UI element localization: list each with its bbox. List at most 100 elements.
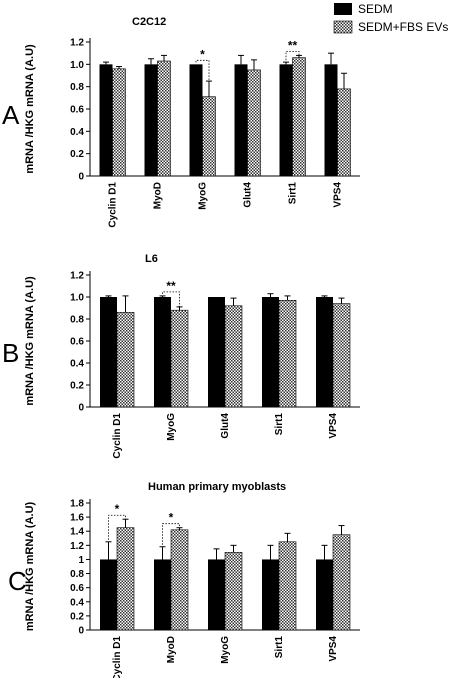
y-tick-label: 0.6	[70, 105, 84, 116]
y-tick-label: 0.6	[70, 337, 84, 348]
y-tick-label: 0	[78, 403, 84, 414]
panel-label: B	[2, 338, 19, 368]
y-axis-label: mRNA /HKG mRNA (A.U)	[24, 276, 36, 406]
significance-bracket-myod	[162, 523, 180, 545]
x-tick-label-glut4: Glut4	[243, 182, 254, 208]
chart-title: L6	[145, 253, 158, 265]
y-tick-label: 0.2	[70, 611, 84, 622]
bar-sedm-myod	[154, 559, 171, 630]
x-tick-label-myog: MyoG	[166, 413, 177, 441]
legend-label-sedm: SEDM	[358, 2, 393, 16]
bar-sedm-cyclin-d1	[100, 559, 117, 630]
chart-panel-a: A C2C12 mRNA /HKG mRNA (A.U) 0 0.2 0.4 0.6 0.8 1…	[2, 16, 360, 228]
x-tick-label-cyclin-d1: Cyclin D1	[108, 182, 119, 228]
y-tick-label: 1.8	[70, 499, 84, 510]
x-tick-label-cyclin-d1: Cyclin D1	[112, 413, 123, 459]
legend: SEDM SEDM+FBS EVs	[333, 2, 448, 34]
bar-sedm-fbs-evs-myog	[224, 552, 243, 631]
bar-sedm-glut4	[234, 64, 248, 176]
y-tick-label: 0.4	[70, 127, 84, 138]
legend-label-sedm-fbs-evs: SEDM+FBS EVs	[358, 20, 448, 34]
panel-label: A	[2, 100, 20, 130]
significance-marker-sirt1: **	[288, 38, 298, 52]
legend-swatch-sedm	[334, 3, 352, 15]
bar-sedm-vps4	[316, 559, 333, 630]
x-tick-label-sirt1: Sirt1	[274, 413, 285, 436]
bar-sedm-myog	[154, 297, 171, 407]
y-tick-label: 0	[78, 626, 84, 637]
chart-title: Human primary myoblasts	[148, 481, 286, 493]
bar-sedm-fbs-evs-myod	[157, 60, 171, 177]
panels: A C2C12 mRNA /HKG mRNA (A.U) 0 0.2 0.4 0.6 0.8 1…	[2, 16, 360, 678]
x-tick-label-cyclin-d1: Cyclin D1	[112, 636, 123, 678]
bar-sedm-fbs-evs-myog	[170, 309, 189, 408]
y-tick-label: 0.4	[70, 359, 84, 370]
significance-marker-myog: *	[200, 47, 205, 61]
bar-sedm-fbs-evs-myog	[202, 96, 216, 177]
x-tick-label-myod: MyoD	[153, 182, 164, 209]
x-tick-label-myog: MyoG	[220, 636, 231, 664]
bar-sedm-myod	[144, 64, 158, 176]
bar-sedm-fbs-evs-vps4	[337, 88, 351, 177]
bar-sedm-cyclin-d1	[99, 64, 113, 176]
bar-sedm-fbs-evs-sirt1	[278, 541, 297, 631]
y-tick-label: 0.4	[70, 597, 84, 608]
y-tick-label: 1.0	[70, 293, 84, 304]
y-tick-label: 0.2	[70, 149, 84, 160]
y-tick-label: 0.8	[70, 315, 84, 326]
bar-sedm-fbs-evs-cyclin-d1	[112, 68, 126, 177]
significance-bracket-sirt1	[285, 51, 300, 61]
chart-panel-b: B L6 mRNA /HKG mRNA (A.U) 0 0.2 0.4 0.6 0.8 1.0 1…	[2, 253, 360, 459]
x-tick-label-glut4: Glut4	[220, 413, 231, 439]
y-tick-label: 1.4	[70, 527, 84, 538]
significance-marker-myod: *	[169, 511, 174, 525]
bar-sedm-fbs-evs-vps4	[332, 534, 351, 631]
x-tick-label-vps4: VPS4	[328, 636, 339, 662]
x-tick-label-sirt1: Sirt1	[274, 636, 285, 659]
x-tick-label-vps4: VPS4	[333, 182, 344, 208]
bar-sedm-myog	[189, 64, 203, 176]
y-tick-label: 1.2	[70, 271, 84, 282]
bar-sedm-fbs-evs-glut4	[224, 305, 243, 408]
bar-sedm-fbs-evs-sirt1	[292, 57, 306, 177]
bar-sedm-cyclin-d1	[100, 297, 117, 407]
y-tick-label: 0.2	[70, 381, 84, 392]
y-tick-label: 0.8	[70, 569, 84, 580]
panel-label: C	[8, 566, 27, 596]
y-tick-label: 1.2	[70, 38, 84, 49]
y-tick-label: 0.8	[70, 82, 84, 93]
bar-sedm-fbs-evs-sirt1	[278, 299, 297, 408]
bar-sedm-sirt1	[279, 64, 293, 176]
x-tick-label-myod: MyoD	[166, 636, 177, 663]
y-axis-label: mRNA /HKG mRNA (A.U)	[24, 44, 36, 174]
bar-sedm-fbs-evs-cyclin-d1	[116, 312, 135, 408]
bar-sedm-glut4	[208, 297, 225, 407]
significance-marker-myog: **	[166, 279, 176, 293]
y-tick-label: 1.0	[70, 60, 84, 71]
bar-sedm-fbs-evs-cyclin-d1	[116, 527, 135, 631]
significance-bracket-myog	[162, 291, 180, 309]
chart-panel-c: C Human primary myoblasts mRNA /HKG mRNA (…	[8, 481, 360, 678]
bar-sedm-sirt1	[262, 297, 279, 407]
bar-sedm-myog	[208, 559, 225, 630]
y-tick-label: 0	[78, 172, 84, 183]
y-tick-label: 1	[78, 555, 84, 566]
bar-sedm-fbs-evs-myod	[170, 529, 189, 631]
legend-swatch-sedm-fbs-evs	[333, 20, 353, 34]
x-tick-label-vps4: VPS4	[328, 413, 339, 439]
chart-title: C2C12	[132, 16, 166, 28]
x-tick-label-sirt1: Sirt1	[288, 182, 299, 205]
bar-sedm-sirt1	[262, 559, 279, 630]
y-tick-label: 0.6	[70, 583, 84, 594]
significance-bracket-cyclin-d1	[108, 514, 126, 540]
significance-marker-cyclin-d1: *	[115, 502, 120, 516]
bar-sedm-fbs-evs-glut4	[247, 69, 261, 177]
bar-sedm-vps4	[324, 64, 338, 176]
y-tick-label: 1.6	[70, 513, 84, 524]
y-axis-label: mRNA /HKG mRNA (A.U)	[24, 501, 36, 631]
significance-bracket-myog	[195, 59, 210, 95]
bar-sedm-vps4	[316, 297, 333, 407]
y-tick-label: 1.2	[70, 541, 84, 552]
x-tick-label-myog: MyoG	[198, 182, 209, 210]
